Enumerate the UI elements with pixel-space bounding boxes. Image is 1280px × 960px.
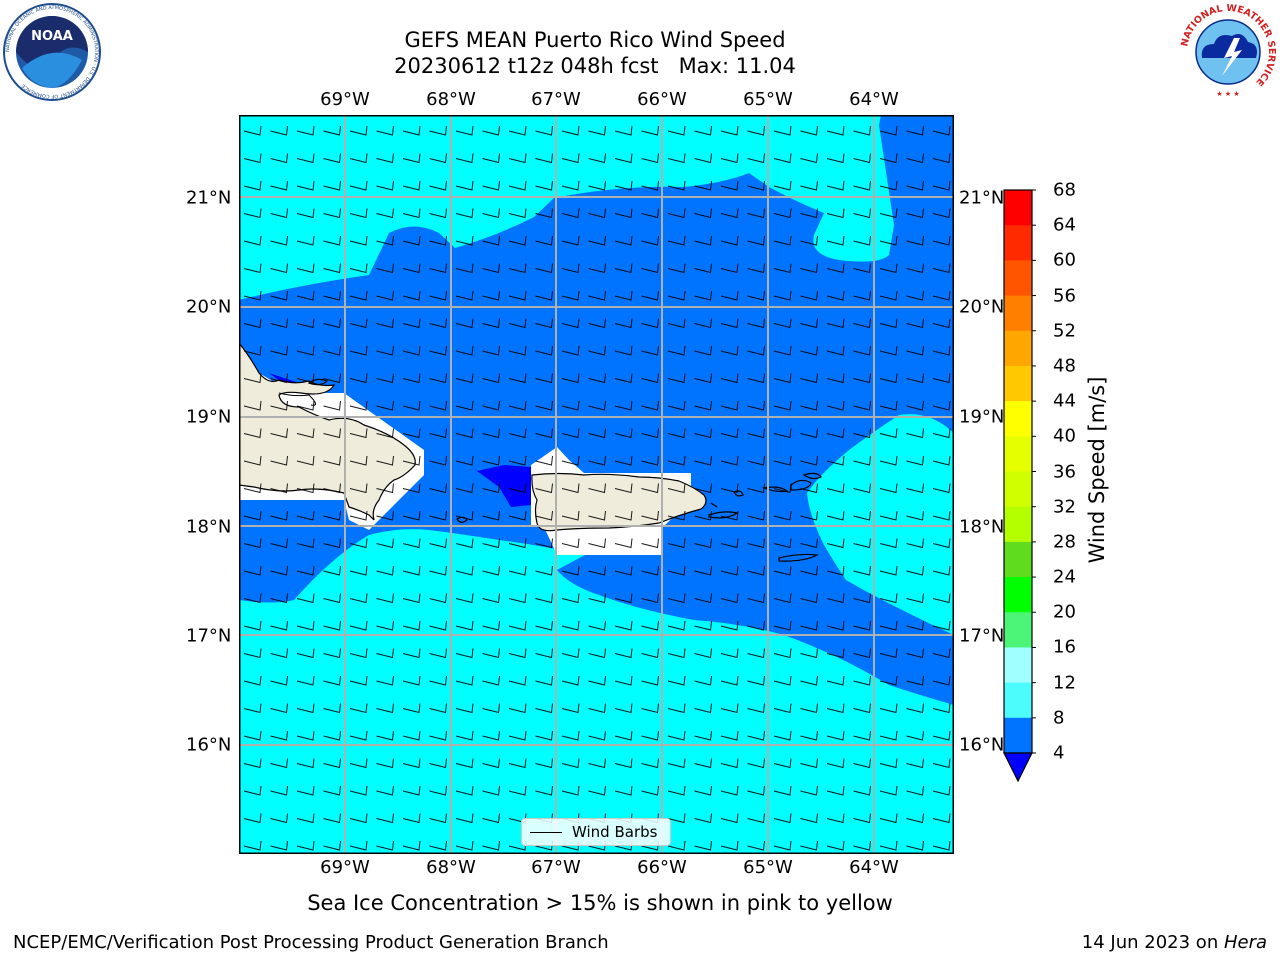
colorbar-tick-label: 16 (1053, 636, 1076, 658)
colorbar-band (1004, 365, 1032, 402)
colorbar-tick-label: 28 (1053, 531, 1076, 553)
colorbar-tick-label: 4 (1053, 742, 1065, 764)
lat-label-right: 19°N (959, 406, 1005, 428)
colorbar-tick-label: 40 (1053, 425, 1076, 447)
lon-label-bottom: 68°W (426, 857, 476, 878)
colorbar-label: Wind Speed [m/s] (1085, 376, 1109, 564)
footer-date-text: 14 Jun 2023 on (1081, 932, 1224, 953)
colorbar-tick-label: 60 (1053, 249, 1076, 271)
colorbar-band (1004, 647, 1032, 684)
lat-label-right: 20°N (959, 296, 1005, 318)
colorbar-band (1004, 330, 1032, 367)
map-frame (239, 115, 954, 854)
colorbar-band (1004, 190, 1032, 226)
colorbar-tick-label: 8 (1053, 707, 1065, 729)
chart-title: GEFS MEAN Puerto Rico Wind Speed (404, 28, 786, 52)
colorbar-tick-label: 24 (1053, 566, 1076, 588)
colorbar-band (1004, 401, 1032, 437)
colorbar-tick-label: 12 (1053, 672, 1076, 694)
lat-label-left: 21°N (186, 187, 232, 209)
map-gridlines (239, 115, 954, 854)
lat-label-left: 20°N (186, 296, 232, 318)
colorbar-band (1004, 225, 1032, 261)
lon-label-top: 65°W (743, 89, 793, 110)
lon-label-top: 67°W (531, 89, 581, 110)
colorbar-tick-label: 20 (1053, 601, 1076, 623)
legend-line-sample (530, 832, 562, 833)
lon-label-top: 64°W (849, 89, 899, 110)
svg-text:★ ★ ★: ★ ★ ★ (1216, 90, 1239, 98)
lat-label-right: 16°N (959, 734, 1005, 756)
noaa-logo: NOAA NATIONAL OCEANIC AND ATMOSPHERIC AD… (3, 3, 101, 101)
wind-barbs (239, 115, 954, 854)
lon-label-bottom: 66°W (637, 857, 687, 878)
colorbar-under-triangle (1003, 752, 1033, 783)
lat-label-left: 18°N (186, 516, 232, 538)
sea-ice-note-text: Sea Ice Concentration > 15% is shown in … (307, 891, 893, 915)
noaa-logo-text: NOAA (31, 29, 73, 44)
colorbar-tick-label: 64 (1053, 214, 1076, 236)
colorbar-tick-label: 56 (1053, 285, 1076, 307)
colorbar-tick-label: 52 (1053, 320, 1076, 342)
lat-label-left: 17°N (186, 625, 232, 647)
sea-ice-note: Sea Ice Concentration > 15% is shown in … (0, 891, 1280, 915)
colorbar-tick-label: 44 (1053, 390, 1076, 412)
colorbar-tick-label: 32 (1053, 496, 1076, 518)
lon-label-bottom: 64°W (849, 857, 899, 878)
map-legend: Wind Barbs (521, 818, 671, 846)
colorbar-band (1004, 471, 1032, 508)
footer-date: 14 Jun 2023 on Hera (1082, 932, 1267, 953)
colorbar-band (1004, 295, 1032, 332)
nws-logo: NATIONAL WEATHER SERVICE ★ ★ ★ (1179, 3, 1277, 99)
colorbar-band (1004, 612, 1032, 648)
colorbar-band (1004, 541, 1032, 578)
lat-label-right: 18°N (959, 516, 1005, 538)
lat-label-right: 21°N (959, 187, 1005, 209)
lon-label-bottom: 69°W (320, 857, 370, 878)
colorbar-band (1004, 717, 1032, 753)
colorbar-tick-label: 36 (1053, 461, 1076, 482)
colorbar-band (1004, 506, 1032, 543)
lat-label-left: 16°N (186, 734, 232, 756)
wind-speed-map (239, 115, 954, 854)
footer-host: Hera (1223, 932, 1267, 953)
footer-branch: NCEP/EMC/Verification Post Processing Pr… (13, 932, 609, 953)
chart-subtitle: 20230612 t12z 048h fcst Max: 11.04 (394, 54, 796, 78)
colorbar-tick-label: 48 (1053, 355, 1076, 377)
lat-label-right: 17°N (959, 625, 1005, 647)
colorbar (1003, 189, 1036, 783)
colorbar-band (1004, 577, 1032, 613)
lon-label-top: 69°W (320, 89, 370, 110)
lon-label-bottom: 65°W (743, 857, 793, 878)
lon-label-top: 68°W (426, 89, 476, 110)
legend-label: Wind Barbs (572, 823, 658, 841)
colorbar-band (1004, 682, 1032, 719)
lon-label-bottom: 67°W (531, 857, 581, 878)
lat-label-left: 19°N (186, 406, 232, 428)
colorbar-tick-label: 68 (1053, 179, 1076, 201)
colorbar-band (1004, 436, 1032, 472)
colorbar-band (1004, 260, 1032, 297)
lon-label-top: 66°W (637, 89, 687, 110)
